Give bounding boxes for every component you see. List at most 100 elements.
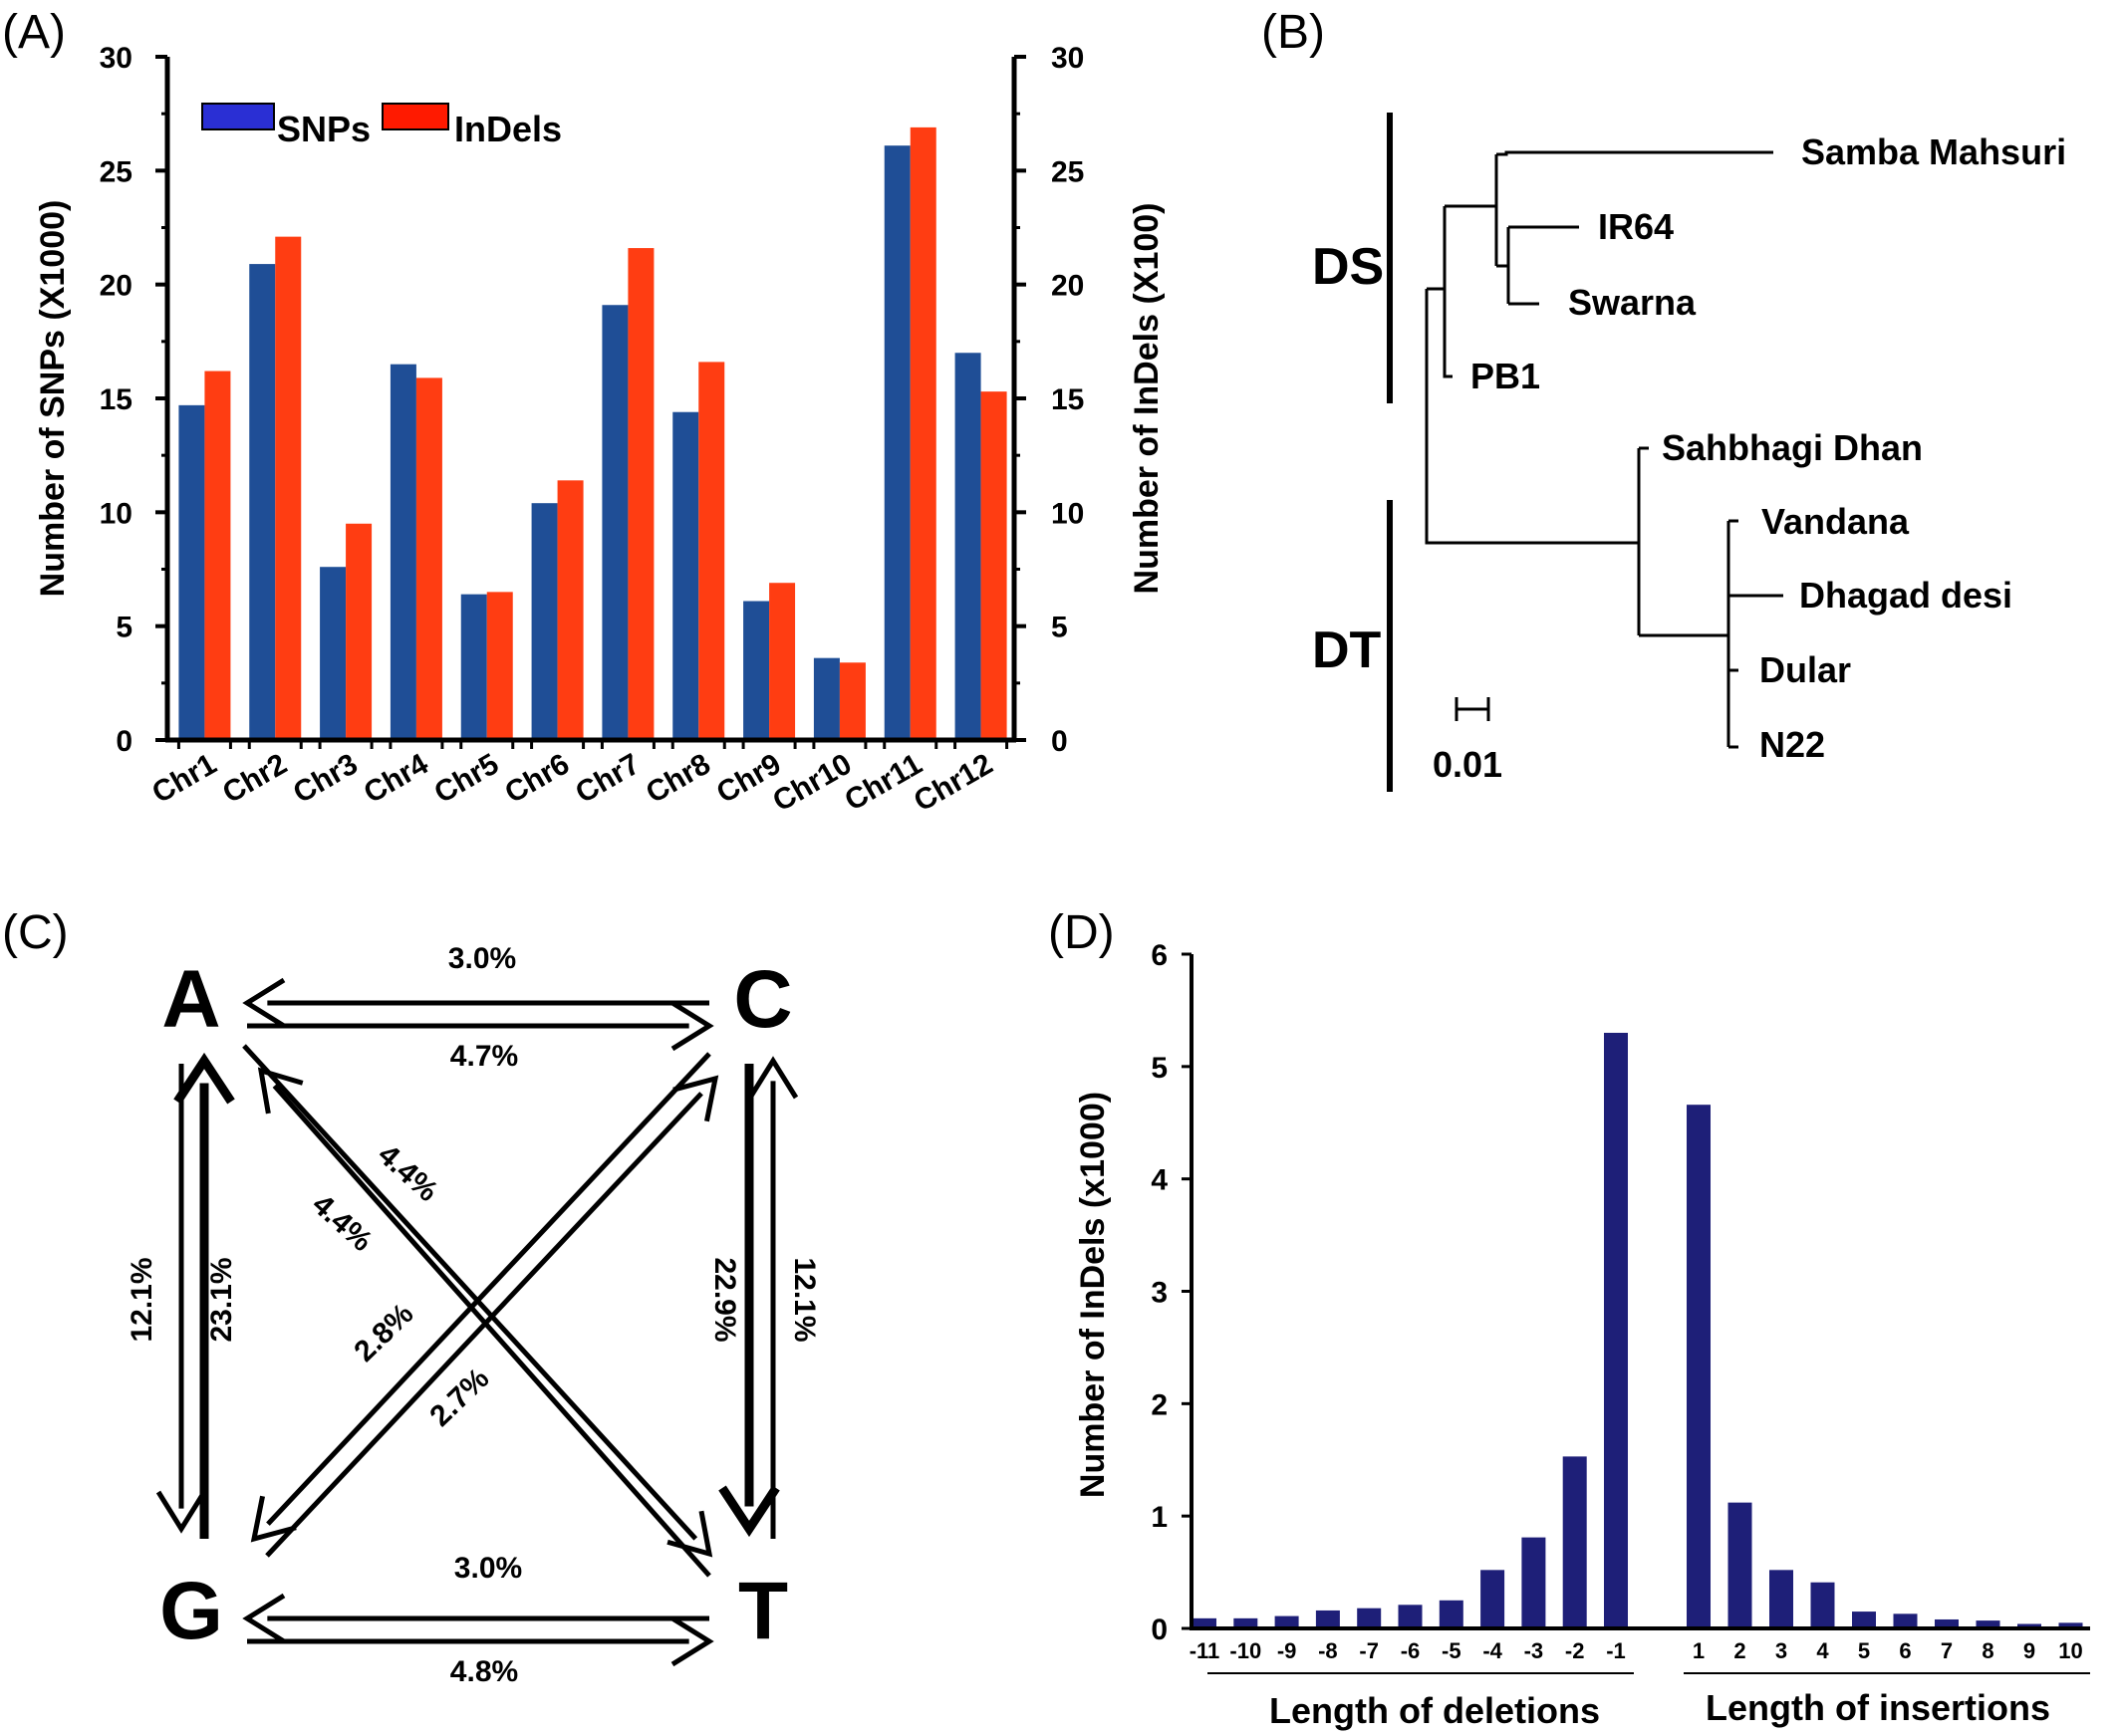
arrow-t-to-a bbox=[257, 1067, 711, 1578]
bar-snps-chr1 bbox=[178, 404, 205, 740]
arrow-g-to-a bbox=[173, 1052, 235, 1539]
x-tick-labels: Chr1Chr2Chr3Chr4Chr5Chr6Chr7Chr8Chr9Chr1… bbox=[146, 747, 998, 818]
x-tick-label--6: -6 bbox=[1401, 1638, 1421, 1663]
x-tick-label-chr10: Chr10 bbox=[767, 747, 857, 818]
bar-length-10 bbox=[2058, 1622, 2083, 1628]
deletions-group-label: Length of deletions bbox=[1269, 1690, 1600, 1731]
bar-length-7 bbox=[1935, 1618, 1959, 1628]
y-tick-label-3: 3 bbox=[1151, 1277, 1168, 1310]
panel-label-c: (C) bbox=[2, 906, 69, 959]
x-tick-label--11: -11 bbox=[1190, 1638, 1220, 1663]
bar-length--9 bbox=[1274, 1615, 1299, 1628]
right-y-tick-label-5: 5 bbox=[1051, 612, 1068, 644]
arrow-c-to-t bbox=[718, 1064, 780, 1538]
leaf-vandana: Vandana bbox=[1761, 501, 1910, 542]
left-y-tick-label-0: 0 bbox=[116, 725, 132, 758]
group-label-ds: DS bbox=[1312, 238, 1384, 296]
leaf-sahbhagi-dhan: Sahbhagi Dhan bbox=[1662, 427, 1923, 468]
bar-snps-chr8 bbox=[672, 411, 699, 740]
left-y-tick-label-25: 25 bbox=[100, 155, 132, 188]
tree-labels: DS DT Samba Mahsuri IR64 Swarna PB1 Sahb… bbox=[1312, 131, 2066, 785]
arrow-c-to-g bbox=[250, 1052, 711, 1543]
right-y-tick-label-20: 20 bbox=[1051, 270, 1084, 303]
x-tick-label-1: 1 bbox=[1693, 1638, 1705, 1663]
legend-label-snps: SNPs bbox=[277, 109, 371, 149]
panel-label-b: (B) bbox=[1261, 6, 1325, 59]
x-tick-label-7: 7 bbox=[1941, 1638, 1953, 1663]
rate-t-to-c: 12.1% bbox=[788, 1257, 821, 1342]
rate-t-to-g: 3.0% bbox=[454, 1552, 522, 1585]
y-tick-label-1: 1 bbox=[1151, 1501, 1168, 1534]
bar-indels-chr2 bbox=[275, 236, 302, 740]
x-tick-label-chr5: Chr5 bbox=[429, 747, 505, 810]
bar-indels-chr10 bbox=[839, 662, 866, 740]
rate-c-to-t: 22.9% bbox=[708, 1257, 741, 1342]
x-tick-label-5: 5 bbox=[1858, 1638, 1870, 1663]
right-y-tick-label-25: 25 bbox=[1051, 155, 1084, 188]
rate-g-to-t: 4.8% bbox=[450, 1655, 518, 1688]
left-y-tick-label-20: 20 bbox=[100, 270, 132, 303]
bar-length-9 bbox=[2017, 1623, 2041, 1628]
x-tick-labels: -11 -10 -9 -8 -7 -6 -5 -4 -3 -2 -1 1 2 3 4 5 6 7 8 9 10 bbox=[1190, 1638, 2083, 1663]
rate-g-to-a: 23.1% bbox=[205, 1257, 238, 1342]
arrow-g-to-c bbox=[265, 1075, 719, 1558]
node-t: T bbox=[738, 1566, 788, 1656]
leaf-pb1: PB1 bbox=[1470, 356, 1540, 396]
bar-indels-chr1 bbox=[204, 371, 231, 740]
x-tick-label--1: -1 bbox=[1606, 1638, 1626, 1663]
legend-swatch-indels bbox=[382, 103, 449, 130]
bar-snps-chr2 bbox=[249, 264, 276, 740]
bar-indels-chr4 bbox=[415, 377, 442, 740]
bar-length--11 bbox=[1192, 1617, 1216, 1628]
legend-swatch-snps bbox=[201, 103, 275, 130]
right-y-axis-title: Number of InDels (X100) bbox=[1128, 203, 1166, 595]
indel-length-bars bbox=[1192, 1032, 2083, 1628]
x-tick-label-2: 2 bbox=[1733, 1638, 1745, 1663]
arrow-t-to-g bbox=[242, 1593, 709, 1644]
bar-indels-chr11 bbox=[910, 126, 936, 741]
bar-snps-chr3 bbox=[320, 567, 347, 740]
bar-snps-chr5 bbox=[460, 594, 487, 740]
leaf-n22: N22 bbox=[1759, 724, 1825, 765]
snp-indel-bars bbox=[178, 126, 1007, 741]
bar-indels-chr8 bbox=[698, 362, 725, 740]
x-tick-label-10: 10 bbox=[2058, 1638, 2082, 1663]
x-tick-label--2: -2 bbox=[1565, 1638, 1585, 1663]
tree-branches bbox=[1425, 150, 1783, 749]
rate-c-to-a: 3.0% bbox=[448, 942, 516, 975]
arrow-c-to-a bbox=[242, 977, 709, 1029]
y-axis-title: Number of InDels (x1000) bbox=[1074, 1092, 1112, 1498]
phylogenetic-tree bbox=[1387, 113, 1783, 792]
bar-snps-chr4 bbox=[390, 364, 416, 740]
bar-length-3 bbox=[1769, 1570, 1793, 1628]
leaf-samba-mahsuri: Samba Mahsuri bbox=[1801, 131, 2066, 172]
node-g: G bbox=[159, 1566, 223, 1656]
rate-g-to-c: 2.7% bbox=[423, 1363, 495, 1433]
x-tick-label-3: 3 bbox=[1775, 1638, 1787, 1663]
bar-length-8 bbox=[1976, 1620, 2000, 1628]
node-a: A bbox=[161, 954, 220, 1045]
leaf-dhagad-desi: Dhagad desi bbox=[1799, 575, 2012, 616]
bar-indels-chr3 bbox=[346, 523, 373, 740]
bar-length--10 bbox=[1233, 1617, 1258, 1628]
y-tick-label-2: 2 bbox=[1151, 1388, 1168, 1421]
x-tick-label-chr4: Chr4 bbox=[359, 747, 434, 810]
bar-indels-chr5 bbox=[486, 592, 513, 740]
bar-snps-chr9 bbox=[743, 601, 770, 740]
bar-snps-chr7 bbox=[602, 305, 629, 740]
x-tick-label-chr6: Chr6 bbox=[499, 747, 575, 810]
insertions-group-label: Length of insertions bbox=[1706, 1687, 2050, 1728]
y-tick-label-4: 4 bbox=[1151, 1164, 1168, 1197]
x-tick-label--7: -7 bbox=[1359, 1638, 1379, 1663]
bar-length-1 bbox=[1687, 1105, 1711, 1628]
arrow-a-to-c bbox=[247, 1000, 714, 1052]
leaf-ir64: IR64 bbox=[1598, 206, 1674, 247]
leaf-dular: Dular bbox=[1759, 649, 1851, 690]
bar-snps-chr11 bbox=[884, 145, 911, 740]
panel-label-d: (D) bbox=[1048, 906, 1115, 959]
x-tick-label--8: -8 bbox=[1318, 1638, 1338, 1663]
rate-a-to-g: 12.1% bbox=[126, 1257, 158, 1342]
